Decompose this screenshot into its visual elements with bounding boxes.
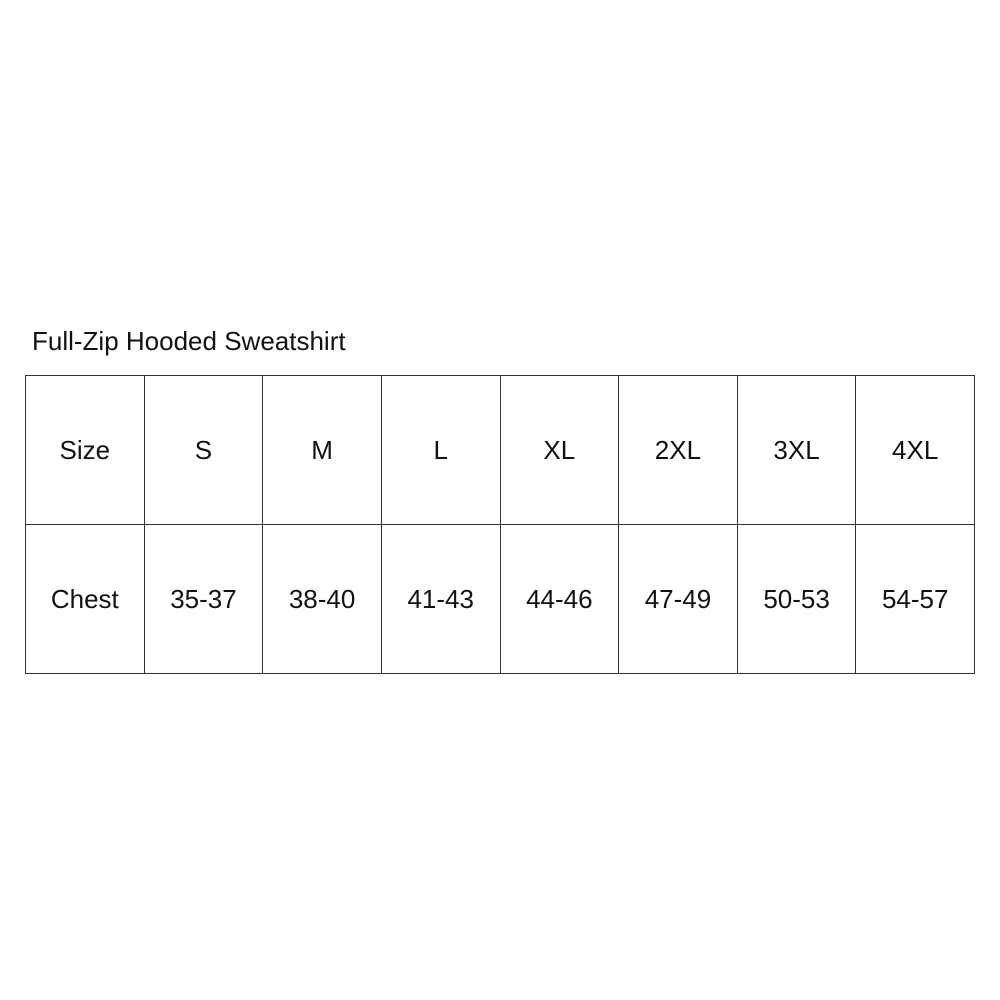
table-cell: 35-37 <box>143 524 264 674</box>
table-row-size: Size S M L XL 2XL 3XL 4XL <box>25 375 975 525</box>
table-cell: 44-46 <box>499 524 620 674</box>
table-cell: 38-40 <box>262 524 382 674</box>
chart-title: Full-Zip Hooded Sweatshirt <box>32 326 346 356</box>
size-table: Size S M L XL 2XL 3XL 4XL Chest 35-37 38… <box>25 375 975 674</box>
row-header: Chest <box>25 524 145 674</box>
table-row-chest: Chest 35-37 38-40 41-43 44-46 47-49 50-5… <box>25 524 975 674</box>
table-cell: XL <box>499 375 620 525</box>
row-header: Size <box>25 375 145 525</box>
table-cell: S <box>143 375 264 525</box>
table-cell: L <box>380 375 501 525</box>
table-cell: 2XL <box>618 375 738 525</box>
table-cell: 41-43 <box>380 524 501 674</box>
table-cell: 4XL <box>855 375 975 525</box>
table-cell: 54-57 <box>855 524 975 674</box>
table-cell: 3XL <box>736 375 857 525</box>
table-cell: 50-53 <box>736 524 857 674</box>
table-cell: M <box>262 375 382 525</box>
table-cell: 47-49 <box>618 524 738 674</box>
